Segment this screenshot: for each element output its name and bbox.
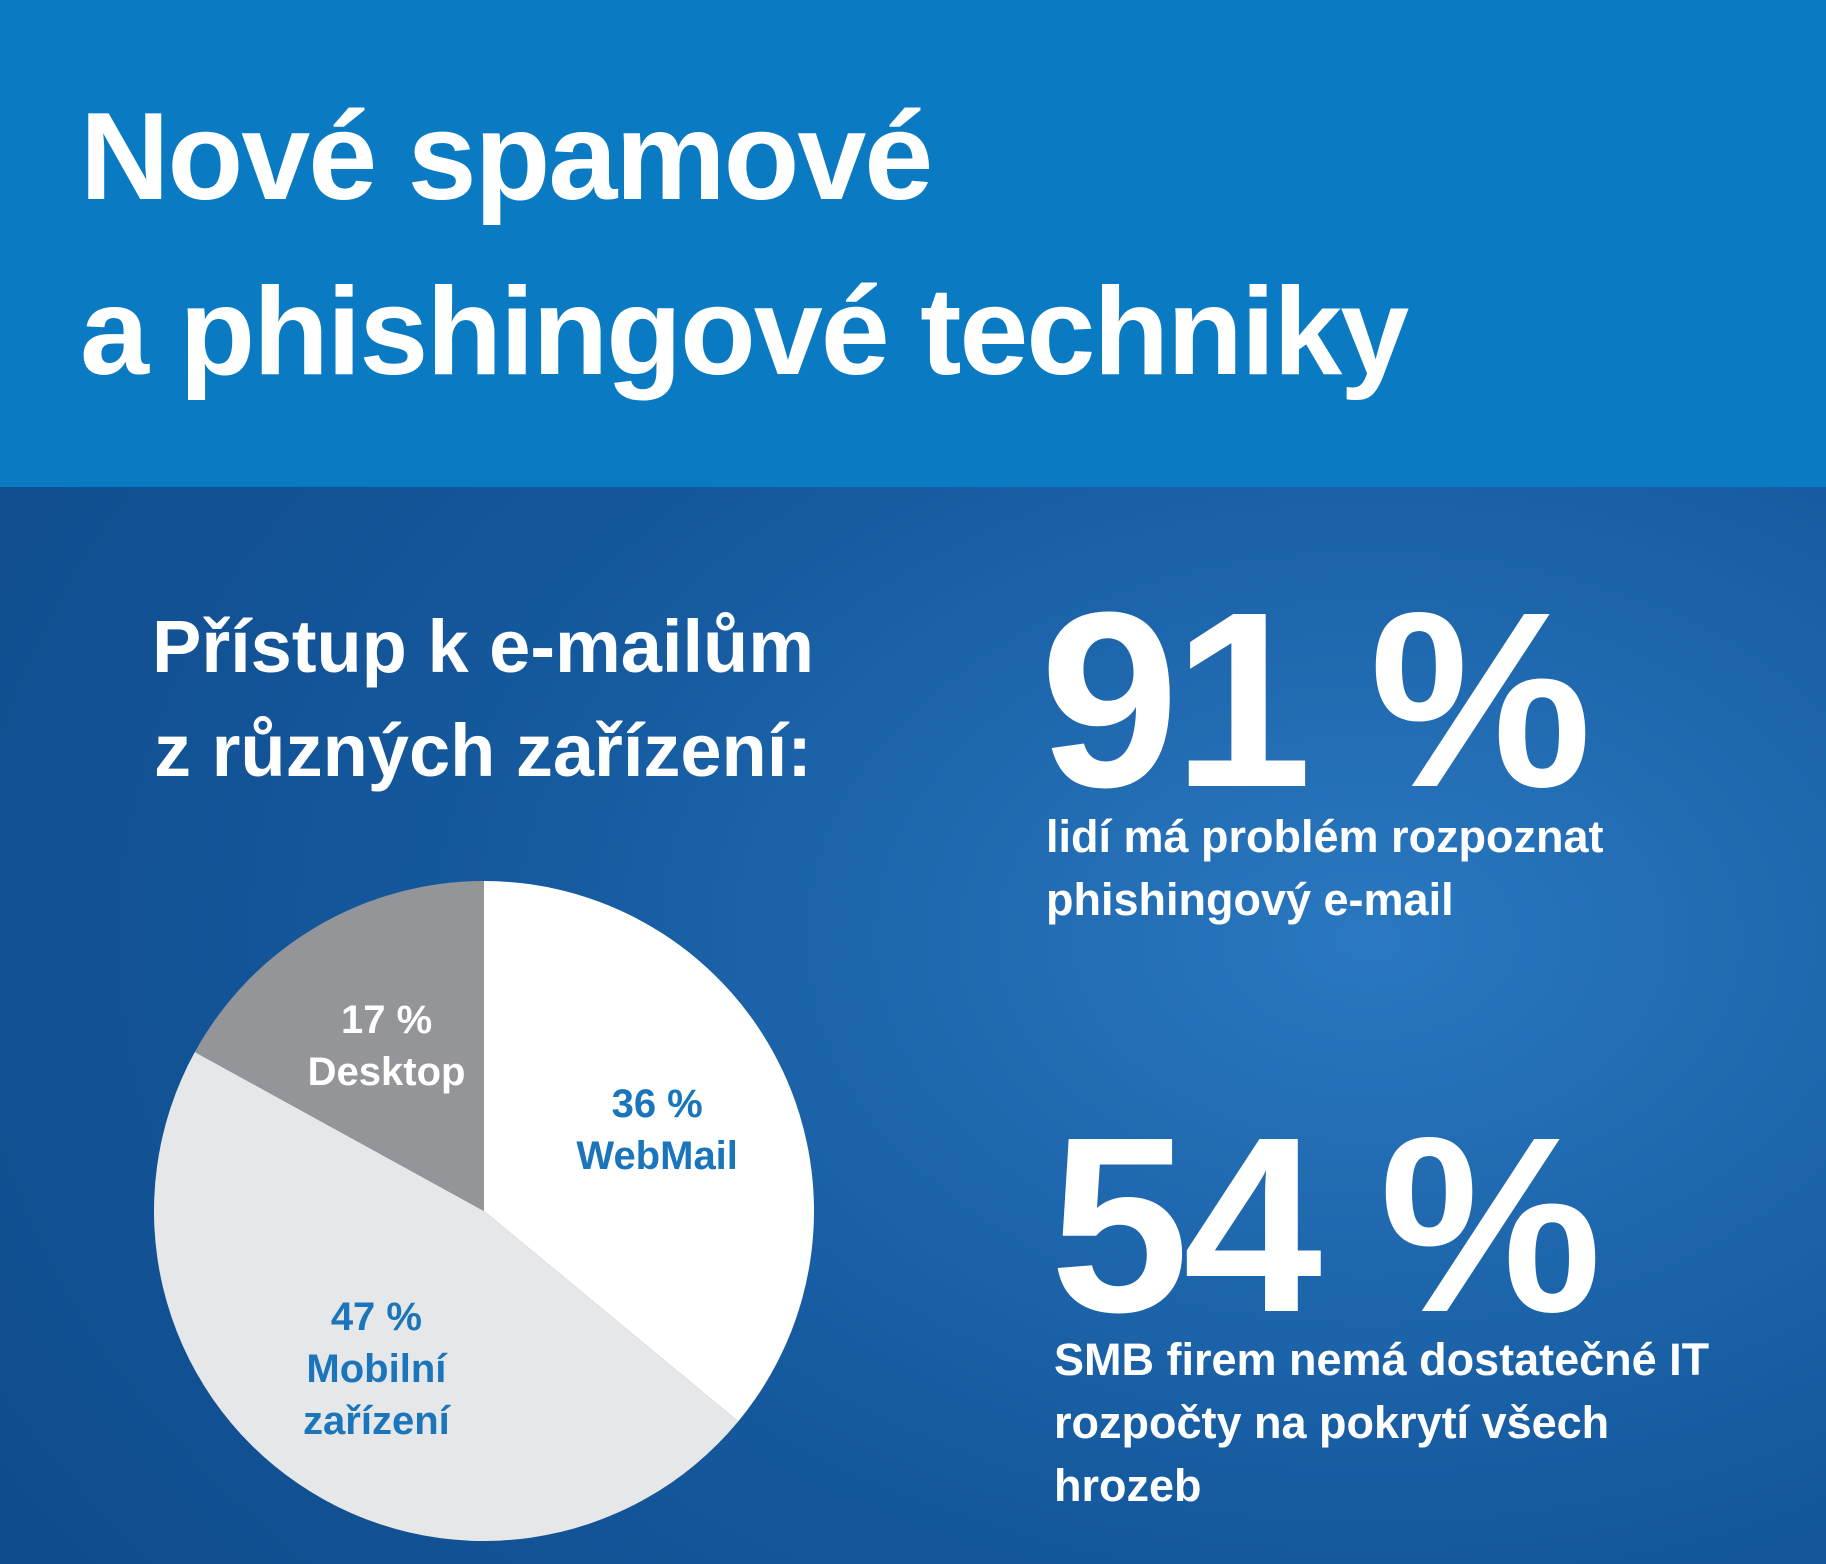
slice-name: Desktop [307,1050,466,1095]
slice-name: WebMail [576,1133,738,1178]
slice-label: 36 % WebMail [537,1078,777,1182]
header: Nové spamové a phishingové techniky [0,0,1826,487]
stat-value: 54 % [1050,1085,1602,1364]
chart-title-line: Přístup k e-mailům [151,605,815,688]
pie-slice [484,881,814,1422]
title-line: a phishingové techniky [80,263,1409,401]
slice-name: Mobilní zařízení [303,1347,450,1444]
stat-value: 91 % [1040,560,1592,839]
slice-label: 47 % Mobilní zařízení [256,1291,496,1447]
pie-slice [153,1052,739,1542]
slice-label: 17 % Desktop [267,994,507,1098]
slice-value: 17 % [340,998,433,1043]
slice-value: 36 % [611,1081,703,1126]
stat-text: SMB firem nemá dostatečné IT rozpočty na… [1054,1334,1710,1511]
stat-text: lidí má problém rozpoznat phishingový e-… [1046,811,1604,925]
chart-title-line: z různých zařízení: [154,709,812,792]
title-line: Nové spamové [80,88,933,226]
slice-value: 47 % [330,1295,422,1340]
pie-slice [194,881,485,1211]
